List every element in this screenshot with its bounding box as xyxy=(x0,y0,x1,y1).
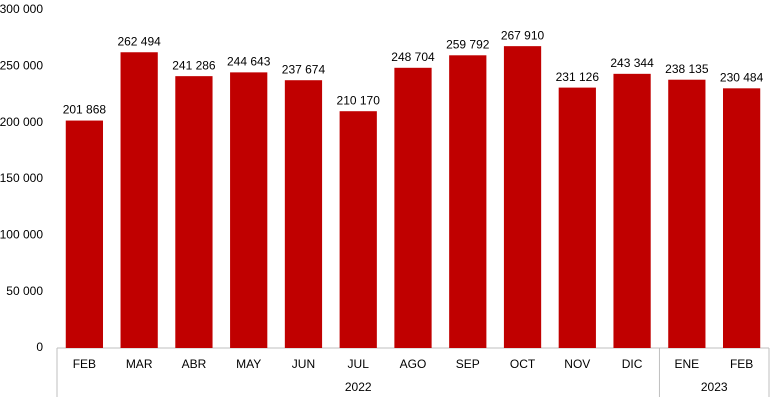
bar xyxy=(722,88,761,349)
x-tick-label: ENE xyxy=(675,357,700,371)
x-tick-label: JUL xyxy=(348,357,370,371)
y-tick-label: 200 000 xyxy=(0,115,43,129)
value-label: 248 704 xyxy=(391,50,435,64)
bar xyxy=(613,73,651,348)
value-label: 210 170 xyxy=(337,93,381,107)
bar xyxy=(65,120,104,349)
value-label: 230 484 xyxy=(720,70,764,84)
bar xyxy=(230,72,268,348)
value-label: 267 910 xyxy=(501,28,545,42)
x-tick-label: FEB xyxy=(730,357,753,371)
x-tick-label: AGO xyxy=(400,357,427,371)
x-tick-label: MAY xyxy=(236,357,261,371)
y-tick-label: 0 xyxy=(36,340,43,354)
x-tick-label: MAR xyxy=(126,357,153,371)
bar xyxy=(668,79,706,348)
y-tick-label: 300 000 xyxy=(0,2,43,16)
value-label: 259 792 xyxy=(446,37,490,51)
value-label: 231 126 xyxy=(556,70,600,84)
x-tick-label: JUN xyxy=(292,357,315,371)
x-tick-label: FEB xyxy=(73,357,96,371)
y-tick-label: 250 000 xyxy=(0,59,43,73)
group-label: 2023 xyxy=(701,380,728,394)
bar xyxy=(503,46,542,349)
value-label: 238 135 xyxy=(665,62,709,76)
y-tick-label: 50 000 xyxy=(6,284,43,298)
x-tick-label: NOV xyxy=(564,357,590,371)
bar xyxy=(175,76,213,348)
value-label: 243 344 xyxy=(610,56,654,70)
group-label: 2022 xyxy=(345,380,372,394)
x-tick-label: SEP xyxy=(456,357,480,371)
bar xyxy=(284,80,323,348)
x-tick-label: DIC xyxy=(622,357,643,371)
value-label: 244 643 xyxy=(227,55,271,69)
x-tick-label: ABR xyxy=(182,357,207,371)
value-label: 262 494 xyxy=(117,34,161,48)
bar xyxy=(449,55,487,348)
x-tick-label: OCT xyxy=(510,357,536,371)
value-label: 201 868 xyxy=(63,103,107,117)
bar xyxy=(394,67,432,349)
y-tick-label: 100 000 xyxy=(0,228,43,242)
bar xyxy=(339,111,377,348)
bar xyxy=(558,87,596,349)
value-label: 241 286 xyxy=(172,58,216,72)
value-label: 237 674 xyxy=(282,62,326,76)
bar xyxy=(120,52,158,348)
y-tick-label: 150 000 xyxy=(0,171,43,185)
